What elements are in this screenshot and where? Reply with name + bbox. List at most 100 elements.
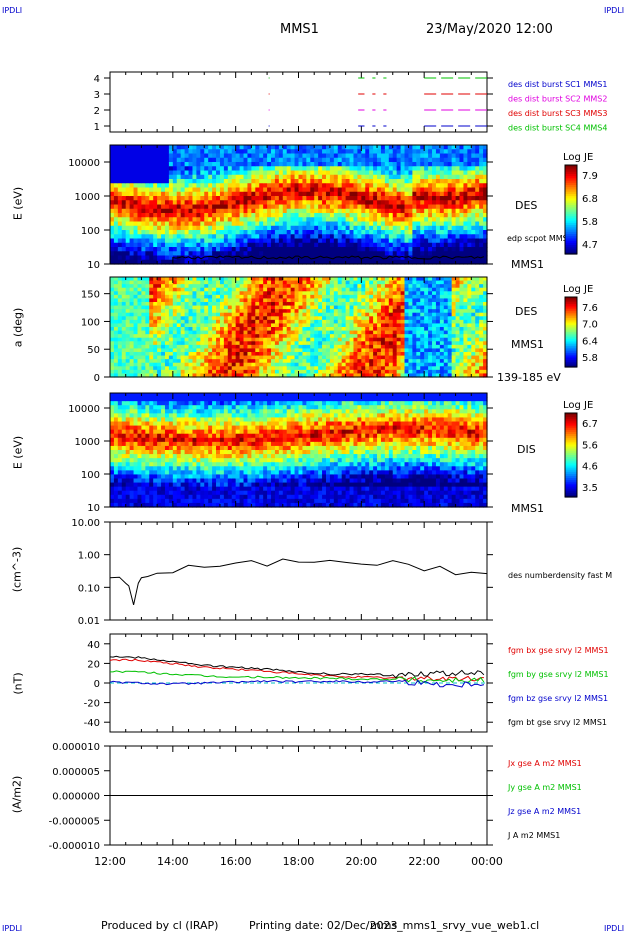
heatmap-cell bbox=[247, 369, 252, 375]
heatmap-cell bbox=[113, 251, 119, 257]
heatmap-cell bbox=[424, 217, 429, 223]
heatmap-cell bbox=[267, 302, 272, 307]
heatmap-cell bbox=[231, 362, 237, 367]
heatmap-cell bbox=[137, 191, 143, 197]
heatmap-cell bbox=[247, 187, 252, 193]
heatmap-cell bbox=[212, 298, 217, 303]
heatmap-cell bbox=[172, 359, 178, 364]
heatmap-cell bbox=[204, 238, 209, 244]
heatmap-cell bbox=[392, 157, 398, 163]
heatmap-cell bbox=[133, 242, 139, 248]
heatmap-cell bbox=[259, 355, 264, 360]
heatmap-cell bbox=[439, 149, 445, 155]
heatmap-cell bbox=[318, 204, 323, 210]
heatmap-cell bbox=[325, 191, 331, 197]
heatmap-cell bbox=[353, 234, 359, 240]
heatmap-cell bbox=[392, 355, 398, 360]
heatmap-cell bbox=[153, 238, 158, 244]
heatmap-cell bbox=[196, 309, 201, 314]
heatmap-cell bbox=[416, 204, 421, 210]
heatmap-cell bbox=[223, 277, 229, 282]
heatmap-cell bbox=[208, 369, 213, 375]
heatmap-cell bbox=[204, 183, 209, 189]
heatmap-cell bbox=[223, 298, 229, 303]
heatmap-cell bbox=[475, 225, 480, 231]
heatmap-cell bbox=[149, 362, 154, 367]
heatmap-cell bbox=[255, 373, 260, 378]
heatmap-cell bbox=[400, 344, 406, 350]
heatmap-cell bbox=[306, 145, 311, 150]
heatmap-cell bbox=[196, 187, 201, 193]
heatmap-cell bbox=[310, 284, 315, 289]
heatmap-cell bbox=[212, 166, 217, 172]
heatmap-cell bbox=[298, 359, 304, 364]
heatmap-cell bbox=[113, 247, 119, 252]
heatmap-cell bbox=[302, 170, 307, 176]
heatmap-cell bbox=[302, 242, 307, 248]
heatmap-cell bbox=[164, 179, 170, 184]
heatmap-cell bbox=[380, 327, 386, 332]
heatmap-cell bbox=[392, 334, 398, 339]
heatmap-cell bbox=[306, 294, 311, 300]
heatmap-cell bbox=[192, 259, 197, 265]
heatmap-cell bbox=[176, 373, 182, 378]
heatmap-cell bbox=[145, 221, 150, 227]
heatmap-cell bbox=[161, 327, 166, 332]
heatmap-cell bbox=[349, 291, 355, 296]
heatmap-cell bbox=[129, 319, 135, 325]
heatmap-cell bbox=[384, 187, 390, 193]
heatmap-cell bbox=[286, 348, 292, 353]
heatmap-cell bbox=[259, 334, 264, 339]
heatmap-cell bbox=[369, 242, 374, 248]
heatmap-cell bbox=[204, 291, 209, 296]
heatmap-cell bbox=[247, 247, 252, 252]
heatmap-cell bbox=[341, 355, 347, 360]
heatmap-cell bbox=[298, 337, 304, 342]
heatmap-cell bbox=[380, 362, 386, 367]
heatmap-cell bbox=[117, 145, 123, 150]
heatmap-cell bbox=[329, 330, 335, 335]
heatmap-cell bbox=[365, 166, 370, 172]
heatmap-cell bbox=[188, 162, 194, 167]
heatmap-cell bbox=[239, 287, 245, 292]
heatmap-cell bbox=[216, 355, 221, 360]
heatmap-cell bbox=[216, 200, 221, 206]
heatmap-cell bbox=[420, 145, 425, 150]
heatmap-cell bbox=[129, 217, 135, 223]
heatmap-cell bbox=[369, 217, 374, 223]
heatmap-cell bbox=[447, 145, 453, 150]
heatmap-cell bbox=[400, 213, 406, 218]
heatmap-cell bbox=[243, 170, 249, 176]
heatmap-cell bbox=[145, 225, 150, 231]
heatmap-cell bbox=[255, 337, 260, 342]
heatmap-cell bbox=[388, 355, 394, 360]
heatmap-cell bbox=[172, 291, 178, 296]
heatmap-cell bbox=[286, 149, 292, 155]
heatmap-cell bbox=[278, 242, 284, 248]
heatmap-cell bbox=[361, 373, 366, 378]
heatmap-cell bbox=[392, 200, 398, 206]
heatmap-cell bbox=[479, 251, 484, 257]
heatmap-cell bbox=[125, 294, 131, 300]
heatmap-cell bbox=[129, 359, 135, 364]
heatmap-cell bbox=[110, 302, 115, 307]
heatmap-cell bbox=[345, 330, 351, 335]
heatmap-cell bbox=[329, 348, 335, 353]
heatmap-cell bbox=[400, 191, 406, 197]
heatmap-cell bbox=[153, 373, 158, 378]
heatmap-cell bbox=[247, 153, 252, 159]
heatmap-cell bbox=[380, 149, 386, 155]
heatmap-cell bbox=[392, 187, 398, 193]
heatmap-cell bbox=[404, 145, 410, 150]
heatmap-cell bbox=[145, 287, 150, 292]
heatmap-cell bbox=[255, 298, 260, 303]
heatmap-cell bbox=[459, 187, 465, 193]
heatmap-cell bbox=[274, 204, 280, 210]
heatmap-cell bbox=[325, 291, 331, 296]
heatmap-cell bbox=[216, 259, 221, 265]
heatmap-cell bbox=[306, 341, 311, 346]
heatmap-cell bbox=[251, 280, 256, 285]
heatmap-cell bbox=[310, 196, 315, 201]
heatmap-cell bbox=[318, 162, 323, 167]
heatmap-cell bbox=[432, 145, 437, 150]
